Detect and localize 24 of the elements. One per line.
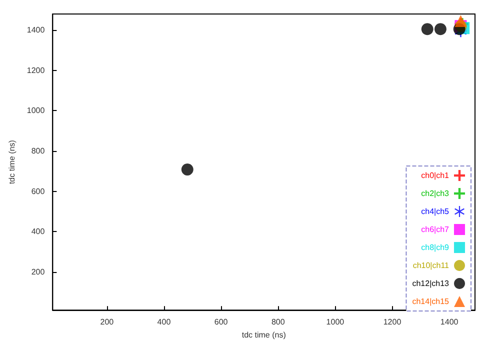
legend-label: ch8|ch9 xyxy=(421,243,450,252)
legend-label: ch2|ch3 xyxy=(421,189,450,198)
x-tick-label: 1400 xyxy=(440,318,459,327)
legend-label: ch6|ch7 xyxy=(421,225,450,234)
legend-label: ch10|ch11 xyxy=(412,261,450,270)
y-tick-label: 600 xyxy=(31,186,46,196)
y-tick-label: 1000 xyxy=(26,106,46,116)
x-tick-label: 600 xyxy=(214,318,228,327)
y-axis-title: tdc time (ns) xyxy=(8,140,16,184)
legend-label: ch14|ch15 xyxy=(412,297,450,306)
y-tick-label: 400 xyxy=(31,227,46,236)
legend-label: ch0|ch1 xyxy=(421,171,450,180)
x-tick-label: 400 xyxy=(157,318,172,327)
x-tick-label: 800 xyxy=(271,318,286,327)
y-tick-label: 800 xyxy=(31,146,46,156)
x-tick-label: 1200 xyxy=(383,318,402,327)
legend-label: ch4|ch5 xyxy=(421,207,450,216)
y-tick-label: 1400 xyxy=(26,26,46,35)
x-tick-label: 200 xyxy=(100,318,114,327)
x-axis-title: tdc time (ns) xyxy=(242,330,286,340)
x-tick-label: 1000 xyxy=(326,318,345,327)
y-tick-label: 1200 xyxy=(26,66,46,75)
y-tick-label: 200 xyxy=(31,267,46,276)
legend-label: ch12|ch13 xyxy=(412,279,450,288)
